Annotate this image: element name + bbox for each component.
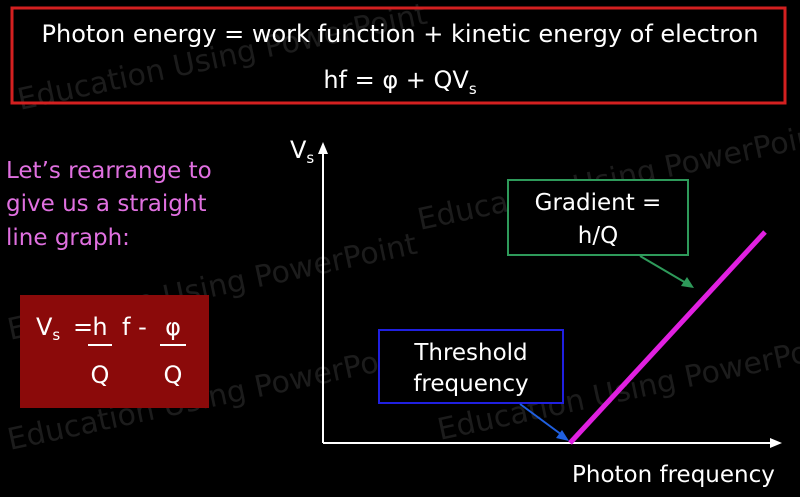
- threshold-box: [378, 329, 564, 404]
- eq-num: φ: [165, 313, 181, 341]
- gradient-box: [507, 179, 689, 256]
- gradient-arrow: [639, 255, 687, 284]
- header-line1: Photon energy = work function + kinetic …: [42, 20, 759, 48]
- gradient-text: Gradient =: [535, 190, 662, 216]
- subscript: s: [52, 326, 60, 344]
- header-line2: hf = φ + QVs: [323, 66, 477, 98]
- equation-box: [20, 295, 209, 408]
- label: V: [290, 136, 307, 164]
- subscript: s: [469, 80, 477, 98]
- eq-den: Q: [164, 361, 183, 389]
- axis-arrow: [318, 142, 328, 154]
- intro-line: give us a straight: [6, 191, 206, 217]
- eq-mid: f -: [122, 313, 147, 341]
- header-box: [10, 6, 787, 105]
- arrow-head: [556, 430, 569, 441]
- formula: hf = φ + QV: [323, 66, 469, 94]
- arrow-head: [681, 277, 694, 288]
- axis-arrow: [770, 438, 782, 448]
- y-axis-label: Vs: [290, 136, 314, 167]
- intro: Let’s rearrange to give us a straight li…: [6, 158, 212, 251]
- graph-line: [568, 230, 767, 445]
- intro-line: Let’s rearrange to: [6, 158, 212, 184]
- threshold-text: frequency: [413, 371, 528, 397]
- eq-den: Q: [91, 361, 110, 389]
- eq-num: h: [92, 313, 107, 341]
- intro-line: line graph:: [6, 225, 130, 251]
- x-axis-label: Photon frequency: [572, 462, 775, 488]
- equation: Vs = h Q f - φ Q: [36, 313, 186, 389]
- eq-v: V: [36, 313, 53, 341]
- gradient-text: h/Q: [578, 223, 618, 249]
- eq-lhs: Vs: [36, 313, 60, 344]
- threshold-text: Threshold: [413, 340, 527, 366]
- eq-equals: =: [73, 313, 93, 341]
- subscript: s: [306, 149, 314, 167]
- threshold-arrow: [519, 403, 563, 436]
